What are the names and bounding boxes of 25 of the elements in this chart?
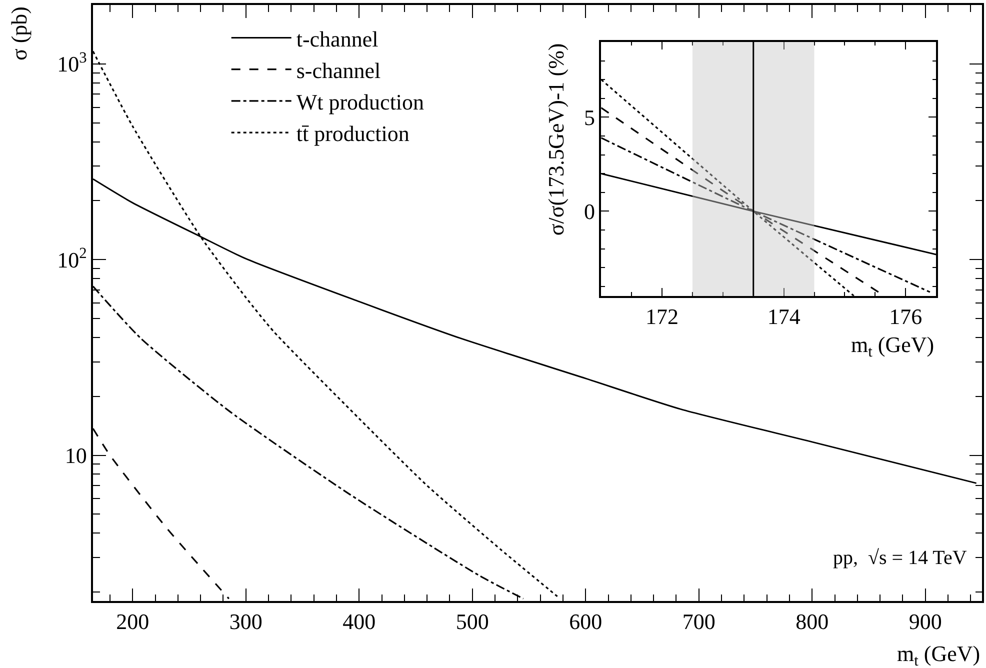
x-tick-label: 700	[682, 609, 716, 634]
x-tick-label: 600	[569, 609, 602, 634]
legend-label: t-channel	[296, 26, 378, 52]
x-tick-label: 500	[456, 609, 489, 634]
x-axis-title: m$_{t}$ (GeV)	[851, 332, 934, 361]
legend-label: s-channel	[296, 58, 381, 83]
y-tick-label: 5	[584, 104, 595, 130]
y-tick-label: 10$^{2}$	[57, 245, 87, 272]
x-tick-label: 300	[229, 609, 262, 634]
x-tick-label: 800	[796, 609, 829, 634]
x-tick-label: 900	[908, 609, 942, 634]
legend-label: Wt production	[296, 90, 424, 114]
y-tick-label: 10$^{3}$	[57, 49, 88, 77]
x-tick-label: 176	[889, 304, 922, 329]
y-axis-title: σ/σ(173.5GeV)-1 (%)	[544, 43, 569, 236]
annotation: pp, √s = 14 TeV	[833, 547, 968, 569]
x-tick-label: 174	[767, 304, 800, 329]
x-tick-label: 400	[342, 609, 376, 634]
y-tick-label: 10	[64, 442, 87, 468]
x-tick-label: 172	[646, 304, 679, 329]
y-tick-label: 0	[584, 198, 595, 224]
x-tick-label: 200	[116, 609, 150, 634]
y-axis-title: σ (pb)	[6, 6, 32, 60]
legend-label: tt̄ production	[296, 121, 410, 146]
x-axis-title: m$_{t}$ (GeV)	[897, 641, 980, 668]
